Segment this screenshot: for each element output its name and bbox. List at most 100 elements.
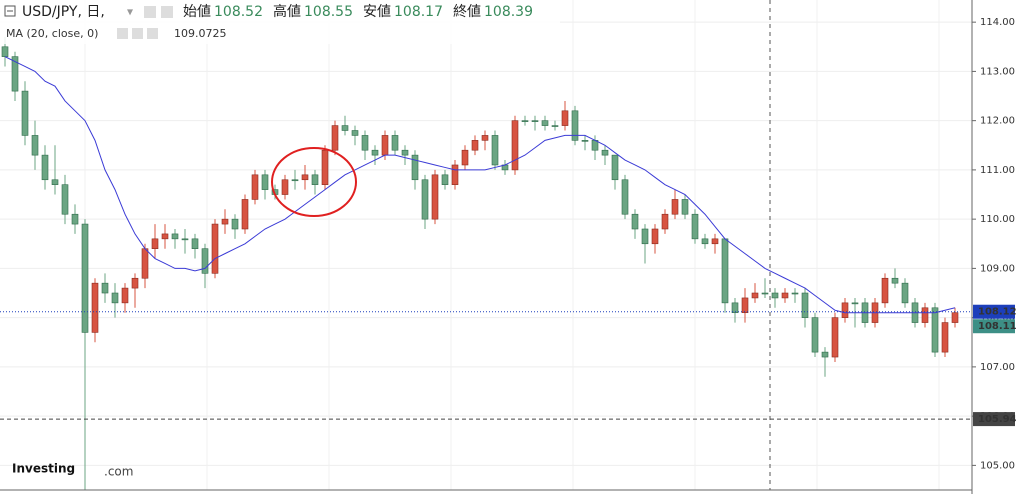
candle-body: [491, 135, 499, 166]
candle-body: [641, 228, 649, 245]
ohlc-label: 終値: [453, 4, 481, 20]
ohlc-label: 安値: [363, 4, 391, 20]
candle-body: [291, 179, 299, 182]
candle-body: [621, 179, 629, 215]
y-tick-label: 105.00: [980, 460, 1015, 471]
candle-body: [541, 120, 549, 126]
candle-body: [731, 302, 739, 314]
ohlc-label: 始値: [183, 4, 211, 20]
candle-body: [251, 174, 259, 200]
candle-body: [881, 277, 889, 304]
candle-body: [551, 125, 559, 127]
candle-body: [941, 322, 949, 353]
candle-body: [801, 292, 809, 318]
highlight-circle: [271, 147, 357, 217]
candle-body: [431, 174, 439, 220]
candle-body: [111, 292, 119, 304]
candle-body: [181, 238, 189, 241]
candle-body: [561, 110, 569, 126]
logo: Investing: [12, 462, 75, 476]
candle-body: [931, 307, 939, 353]
ma-value: 109.0725: [174, 27, 227, 40]
candle-body: [441, 174, 449, 185]
y-tick-label: 112.00: [980, 116, 1015, 127]
candle-body: [141, 248, 149, 279]
ohlc-value: 108.55: [304, 4, 353, 20]
candle-body: [821, 351, 829, 358]
settings-icon[interactable]: [132, 28, 143, 39]
title: USD/JPY, 日,: [22, 4, 105, 20]
collapse-icon[interactable]: [4, 5, 16, 17]
candle-body: [301, 174, 309, 181]
candle-body: [761, 292, 769, 295]
close-icon[interactable]: [147, 28, 158, 39]
candle-body: [841, 302, 849, 318]
candle-body: [831, 317, 839, 358]
candle-body: [281, 179, 289, 195]
candle-body: [61, 184, 69, 215]
candle-body: [531, 120, 539, 122]
candle-body: [221, 218, 229, 225]
candle-body: [651, 228, 659, 245]
candle-body: [791, 292, 799, 295]
candle-body: [691, 213, 699, 240]
candle-body: [481, 135, 489, 141]
candle-body: [261, 174, 269, 190]
grid: [0, 0, 972, 490]
price-tag: [973, 412, 1015, 427]
candle-body: [91, 282, 99, 333]
marks: [1, 36, 959, 490]
y-tick-label: 114.00: [980, 17, 1015, 28]
candle-body: [471, 140, 479, 151]
ohlc-value: 108.17: [394, 4, 443, 20]
ma-line: [4, 56, 956, 314]
candle-body: [411, 154, 419, 181]
y-tick-label: 113.00: [980, 66, 1015, 77]
price-label: 105.94: [978, 414, 1016, 425]
candle-body: [571, 110, 579, 141]
eye-icon[interactable]: [144, 6, 156, 18]
candle-body: [241, 199, 249, 230]
candle-body: [1, 46, 9, 57]
ohlc-label: 高値: [273, 3, 301, 20]
price-tag: [973, 319, 1015, 334]
candle-body: [851, 302, 859, 305]
candle-body: [891, 277, 899, 284]
ohlc-value: 108.39: [484, 4, 533, 20]
candle-body: [751, 292, 759, 299]
price-tag: [973, 304, 1015, 319]
candle-body: [21, 90, 29, 136]
candle-body: [151, 238, 159, 249]
candle-body: [71, 213, 79, 225]
candle-body: [171, 233, 179, 240]
y-tick-label: 107.00: [980, 362, 1015, 373]
y-tick-label: 110.00: [980, 214, 1015, 225]
ohlc-value: 108.52: [214, 4, 263, 20]
candle-body: [511, 120, 519, 171]
price-label: 108.12: [978, 307, 1016, 318]
candle-body: [401, 149, 409, 156]
header-bg: [0, 0, 560, 44]
candle-body: [41, 154, 49, 181]
candle-body: [381, 135, 389, 156]
settings-icon[interactable]: [161, 6, 173, 18]
candle-body: [601, 149, 609, 156]
candle-body: [771, 292, 779, 299]
y-tick-label: 109.00: [980, 263, 1015, 274]
candle-body: [161, 233, 169, 240]
candle-body: [211, 223, 219, 274]
candle-body: [361, 135, 369, 151]
candle-body: [81, 223, 89, 333]
candle-body: [201, 248, 209, 274]
candle-body: [121, 287, 129, 304]
candle-body: [101, 282, 109, 294]
dropdown-icon[interactable]: ▾: [127, 5, 133, 19]
candle-body: [921, 307, 929, 323]
y-tick-label: 111.00: [980, 165, 1015, 176]
candle-body: [191, 238, 199, 249]
eye-icon[interactable]: [117, 28, 128, 39]
candle-body: [461, 149, 469, 166]
candle-body: [611, 154, 619, 181]
